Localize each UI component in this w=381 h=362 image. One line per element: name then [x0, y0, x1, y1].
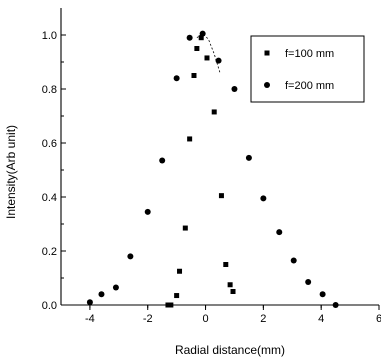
data-point-f200: [98, 291, 105, 298]
data-point-f200: [86, 299, 93, 306]
data-point-f100: [165, 302, 171, 308]
y-tick-label: 0.8: [42, 84, 57, 96]
x-tick-label: 4: [318, 313, 324, 325]
data-point-f200: [127, 253, 134, 260]
y-tick-label: 0.0: [42, 300, 57, 312]
data-point-f200: [305, 279, 312, 286]
legend-label-f200: f=200 mm: [285, 80, 334, 92]
data-point-f100: [211, 109, 217, 115]
y-tick-label: 0.4: [42, 192, 57, 204]
data-point-f200: [173, 75, 180, 82]
y-tick-label: 1.0: [42, 30, 57, 42]
data-point-f200: [290, 257, 297, 264]
x-tick-label: -2: [143, 313, 153, 325]
data-point-f200: [260, 195, 267, 202]
y-axis-title: Intensity(Arb unit): [4, 125, 18, 219]
data-point-f100: [218, 193, 224, 199]
legend-item-f200: f=200 mm: [264, 80, 334, 92]
data-point-f100: [198, 35, 204, 41]
legend-item-f100: f=100 mm: [264, 48, 334, 60]
x-tick-label: 2: [260, 313, 266, 325]
data-point-f200: [332, 302, 339, 308]
series-100mm-group: [165, 35, 236, 308]
data-point-f100: [204, 55, 210, 61]
data-point-f100: [230, 289, 236, 294]
x-axis-title: Radial distance(mm): [175, 343, 285, 357]
data-point-f100: [227, 282, 233, 288]
data-point-f100: [191, 73, 197, 78]
data-point-f200: [199, 30, 206, 37]
x-tick-label: 0: [202, 313, 208, 325]
y-tick-label: 0.2: [42, 246, 57, 258]
y-tick-label: 0.6: [42, 138, 57, 150]
data-point-f200: [276, 229, 283, 236]
legend-box: [250, 35, 365, 103]
data-point-f100: [187, 136, 193, 142]
data-point-f200: [231, 86, 238, 92]
data-point-f200: [215, 57, 222, 64]
legend-circle-marker: [264, 82, 270, 88]
data-point-f200: [112, 284, 119, 291]
legend-square-marker: [264, 50, 270, 56]
data-point-f100: [177, 268, 183, 274]
legend: f=100 mm f=200 mm: [250, 35, 365, 103]
data-point-f100: [174, 293, 180, 299]
data-point-f200: [144, 208, 151, 215]
series-200mm-group: [86, 30, 339, 308]
legend-label-f100: f=100 mm: [285, 48, 334, 60]
plot-axes: 0.0 0.2 0.4 0.6 0.8 1.0 -4 -2 0 2 4 6: [42, 8, 381, 325]
data-point-f100: [223, 262, 229, 267]
data-point-f200: [159, 157, 166, 164]
x-tick-label: 6: [376, 313, 381, 325]
x-tick-label: -4: [85, 313, 95, 325]
data-point-f100: [182, 225, 188, 231]
data-point-f200: [186, 34, 193, 41]
data-point-f100: [168, 302, 174, 308]
data-point-f200: [245, 154, 252, 161]
data-point-f200: [319, 291, 326, 298]
data-point-f100: [194, 46, 200, 51]
